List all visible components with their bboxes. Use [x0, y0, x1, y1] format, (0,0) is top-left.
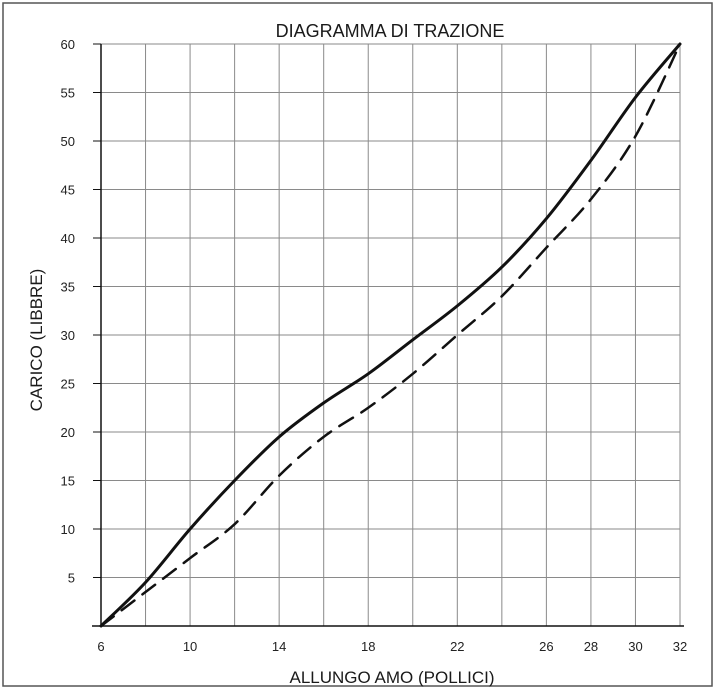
- y-tick-label-6: 35: [61, 280, 75, 295]
- y-tick-label-8: 45: [61, 183, 75, 198]
- x-tick-label-2: 14: [272, 639, 286, 654]
- y-tick-label-11: 60: [61, 37, 75, 52]
- y-tick-label-10: 55: [61, 86, 75, 101]
- y-tick-label-4: 25: [61, 377, 75, 392]
- x-tick-label-3: 18: [361, 639, 375, 654]
- y-axis-title: CARICO (LIBBRE): [27, 269, 46, 412]
- y-tick-label-2: 15: [61, 474, 75, 489]
- y-tick-label-0: 5: [68, 571, 75, 586]
- series-lines: [99, 42, 682, 628]
- x-tick-label-8: 32: [673, 639, 687, 654]
- x-tick-label-4: 22: [450, 639, 464, 654]
- x-tick-label-5: 26: [539, 639, 553, 654]
- x-tick-label-6: 28: [584, 639, 598, 654]
- y-tick-label-5: 30: [61, 328, 75, 343]
- y-tick-label-1: 10: [61, 522, 75, 537]
- y-tick-label-3: 20: [61, 425, 75, 440]
- x-axis-title: ALLUNGO AMO (POLLICI): [290, 668, 495, 687]
- tick-labels: 6 10 14 18 22 26 28 30 32 5 10 15 20 25 30 35 40 45 50 55 60: [61, 37, 688, 654]
- solid-series-line: [99, 42, 682, 628]
- y-tick-label-9: 50: [61, 134, 75, 149]
- dashed-series-line: [99, 42, 682, 628]
- x-tick-label-1: 10: [183, 639, 197, 654]
- x-tick-label-7: 30: [628, 639, 642, 654]
- chart-title: DIAGRAMMA DI TRAZIONE: [276, 21, 505, 41]
- grid: [101, 43, 681, 626]
- y-tick-label-7: 40: [61, 231, 75, 246]
- x-tick-label-0: 6: [97, 639, 104, 654]
